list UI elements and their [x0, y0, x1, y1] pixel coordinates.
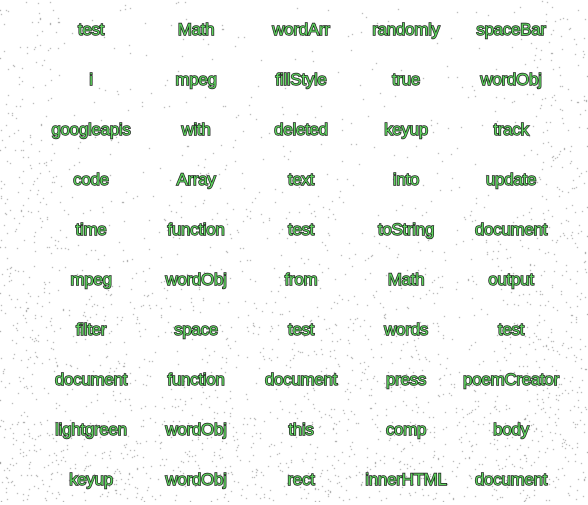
word-row: test Math wordArr randomly spaceBar	[0, 5, 588, 55]
word-tile[interactable]: into	[392, 169, 420, 189]
word-tile[interactable]: document	[474, 219, 548, 239]
word-tile[interactable]: mpeg	[70, 269, 113, 289]
word-tile[interactable]: true	[391, 69, 421, 89]
word-row: document function document press poemCre…	[0, 355, 588, 405]
word-tile[interactable]: i	[88, 69, 93, 89]
word-tile[interactable]: Math	[387, 269, 425, 289]
word-tile[interactable]: test	[497, 319, 525, 339]
word-tile[interactable]: test	[77, 19, 105, 39]
word-tile[interactable]: comp	[385, 419, 427, 439]
word-tile[interactable]: track	[493, 119, 530, 139]
word-tile[interactable]: with	[181, 119, 212, 139]
word-tile[interactable]: poemCreator	[462, 369, 560, 389]
word-row: lightgreen wordObj this comp body	[0, 405, 588, 455]
word-tile[interactable]: mpeg	[175, 69, 218, 89]
word-tile[interactable]: rect	[287, 469, 316, 489]
word-row: i mpeg fillStyle true wordObj	[0, 55, 588, 105]
word-tile[interactable]: document	[474, 469, 548, 489]
word-tile[interactable]: test	[287, 219, 315, 239]
word-tile[interactable]: wordObj	[165, 419, 228, 439]
word-tile[interactable]: googleapis	[51, 119, 132, 139]
word-tile[interactable]: time	[75, 219, 108, 239]
word-tile[interactable]: test	[287, 319, 315, 339]
word-tile[interactable]: this	[288, 419, 315, 439]
word-tile[interactable]: words	[383, 319, 429, 339]
word-tile[interactable]: function	[167, 369, 226, 389]
word-tile[interactable]: wordObj	[480, 69, 543, 89]
word-tile[interactable]: from	[284, 269, 319, 289]
word-tile[interactable]: spaceBar	[476, 19, 547, 39]
word-tile[interactable]: body	[492, 419, 529, 439]
word-tile[interactable]: press	[385, 369, 427, 389]
word-tile[interactable]: function	[167, 219, 226, 239]
word-tile[interactable]: fillStyle	[275, 69, 328, 89]
word-tile[interactable]: toString	[377, 219, 435, 239]
word-tile[interactable]: deleted	[273, 119, 328, 139]
word-tile[interactable]: document	[54, 369, 128, 389]
word-tile[interactable]: update	[485, 169, 537, 189]
word-row: googleapis with deleted keyup track	[0, 105, 588, 155]
word-tile[interactable]: lightgreen	[54, 419, 127, 439]
word-tile[interactable]: space	[173, 319, 219, 339]
word-tile[interactable]: document	[264, 369, 338, 389]
word-row: mpeg wordObj from Math output	[0, 255, 588, 305]
word-tile[interactable]: randomly	[372, 19, 441, 39]
word-row: code Array text into update	[0, 155, 588, 205]
word-tile[interactable]: innerHTML	[365, 469, 448, 489]
word-row: time function test toString document	[0, 205, 588, 255]
word-tile[interactable]: wordArr	[272, 19, 331, 39]
word-tile[interactable]: output	[488, 269, 535, 289]
word-tile[interactable]: keyup	[383, 119, 429, 139]
word-tile[interactable]: Array	[176, 169, 217, 189]
word-tile[interactable]: wordObj	[165, 269, 228, 289]
word-tile[interactable]: filter	[75, 319, 107, 339]
word-row: keyup wordObj rect innerHTML document	[0, 455, 588, 505]
word-tile[interactable]: text	[287, 169, 315, 189]
word-tile[interactable]: Math	[177, 19, 215, 39]
word-tile[interactable]: code	[72, 169, 109, 189]
word-row: filter space test words test	[0, 305, 588, 355]
word-tile[interactable]: wordObj	[165, 469, 228, 489]
word-tile[interactable]: keyup	[68, 469, 114, 489]
